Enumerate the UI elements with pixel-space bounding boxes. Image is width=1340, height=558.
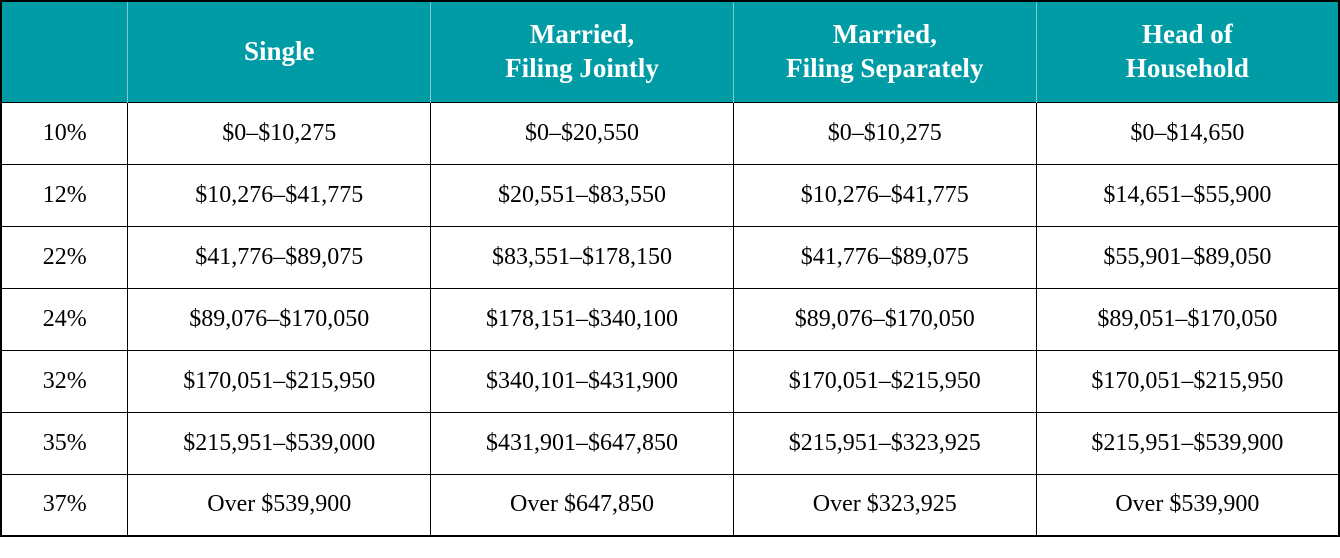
range-cell: Over $647,850: [431, 474, 734, 536]
tax-brackets-table: Single Married,Filing Jointly Married,Fi…: [0, 0, 1340, 537]
range-cell: $215,951–$539,000: [128, 412, 431, 474]
range-cell: $431,901–$647,850: [431, 412, 734, 474]
range-cell: $170,051–$215,950: [128, 350, 431, 412]
range-cell: $10,276–$41,775: [733, 164, 1036, 226]
range-cell: $215,951–$323,925: [733, 412, 1036, 474]
range-cell: $0–$10,275: [733, 102, 1036, 164]
header-married-jointly: Married,Filing Jointly: [431, 1, 734, 102]
table-header-row: Single Married,Filing Jointly Married,Fi…: [1, 1, 1339, 102]
range-cell: $10,276–$41,775: [128, 164, 431, 226]
range-cell: Over $539,900: [1036, 474, 1339, 536]
rate-cell: 37%: [1, 474, 128, 536]
header-head-household: Head ofHousehold: [1036, 1, 1339, 102]
range-cell: $20,551–$83,550: [431, 164, 734, 226]
range-cell: $83,551–$178,150: [431, 226, 734, 288]
range-cell: $178,151–$340,100: [431, 288, 734, 350]
range-cell: $41,776–$89,075: [128, 226, 431, 288]
range-cell: $340,101–$431,900: [431, 350, 734, 412]
range-cell: $0–$10,275: [128, 102, 431, 164]
table-row: 32%$170,051–$215,950$340,101–$431,900$17…: [1, 350, 1339, 412]
range-cell: $0–$20,550: [431, 102, 734, 164]
range-cell: Over $539,900: [128, 474, 431, 536]
range-cell: $14,651–$55,900: [1036, 164, 1339, 226]
range-cell: $0–$14,650: [1036, 102, 1339, 164]
range-cell: $89,076–$170,050: [733, 288, 1036, 350]
header-single: Single: [128, 1, 431, 102]
table-row: 37%Over $539,900Over $647,850Over $323,9…: [1, 474, 1339, 536]
range-cell: $170,051–$215,950: [1036, 350, 1339, 412]
range-cell: $215,951–$539,900: [1036, 412, 1339, 474]
rate-cell: 32%: [1, 350, 128, 412]
table-row: 10%$0–$10,275$0–$20,550$0–$10,275$0–$14,…: [1, 102, 1339, 164]
range-cell: $41,776–$89,075: [733, 226, 1036, 288]
table-row: 12%$10,276–$41,775$20,551–$83,550$10,276…: [1, 164, 1339, 226]
rate-cell: 12%: [1, 164, 128, 226]
rate-cell: 24%: [1, 288, 128, 350]
table-body: 10%$0–$10,275$0–$20,550$0–$10,275$0–$14,…: [1, 102, 1339, 536]
table-row: 35%$215,951–$539,000$431,901–$647,850$21…: [1, 412, 1339, 474]
header-married-separately: Married,Filing Separately: [733, 1, 1036, 102]
range-cell: $89,076–$170,050: [128, 288, 431, 350]
range-cell: $89,051–$170,050: [1036, 288, 1339, 350]
header-rate: [1, 1, 128, 102]
table-row: 22%$41,776–$89,075$83,551–$178,150$41,77…: [1, 226, 1339, 288]
range-cell: Over $323,925: [733, 474, 1036, 536]
rate-cell: 10%: [1, 102, 128, 164]
rate-cell: 35%: [1, 412, 128, 474]
range-cell: $55,901–$89,050: [1036, 226, 1339, 288]
range-cell: $170,051–$215,950: [733, 350, 1036, 412]
table-row: 24%$89,076–$170,050$178,151–$340,100$89,…: [1, 288, 1339, 350]
rate-cell: 22%: [1, 226, 128, 288]
